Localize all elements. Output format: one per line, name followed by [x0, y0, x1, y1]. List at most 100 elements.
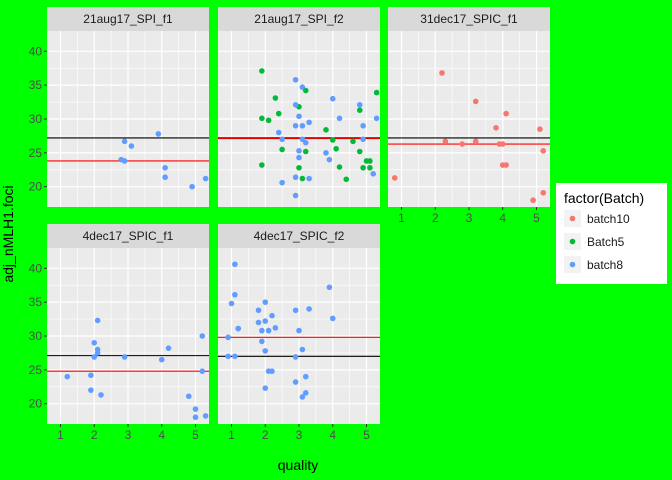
data-point — [91, 339, 98, 346]
data-point — [370, 171, 377, 177]
data-point — [275, 110, 282, 117]
facet-strip — [388, 7, 550, 31]
legend-title: factor(Batch) — [564, 190, 644, 206]
data-point — [255, 319, 262, 326]
data-point — [259, 162, 265, 168]
data-point — [323, 150, 329, 156]
data-point — [356, 101, 363, 108]
x-tick-label: 4 — [329, 428, 336, 442]
data-point — [162, 164, 168, 171]
data-point — [279, 179, 285, 186]
data-point — [292, 192, 299, 199]
legend-key-point — [569, 261, 576, 268]
data-point — [94, 350, 101, 356]
data-point — [292, 122, 299, 129]
data-point — [165, 345, 172, 351]
data-point — [269, 312, 275, 319]
data-point — [292, 379, 299, 385]
data-point — [296, 327, 302, 334]
x-tick-label: 1 — [228, 428, 235, 442]
data-point — [439, 70, 445, 76]
data-point — [299, 84, 306, 90]
data-point — [185, 393, 192, 400]
data-point — [259, 115, 265, 122]
data-point — [326, 156, 333, 163]
x-tick-label: 4 — [158, 428, 165, 442]
data-point — [262, 348, 269, 354]
facet-strip-label: 4dec17_SPIC_f2 — [254, 229, 345, 243]
data-point — [262, 318, 269, 324]
x-tick-label: 5 — [363, 428, 370, 442]
data-point — [272, 325, 279, 331]
facet-strip — [47, 224, 209, 248]
data-point — [296, 148, 302, 154]
data-point — [275, 129, 282, 136]
data-point — [299, 122, 306, 129]
data-point — [333, 145, 339, 152]
data-point — [88, 372, 94, 379]
data-point — [343, 176, 350, 183]
facet-panel: 21aug17_SPI_f2 — [218, 7, 380, 207]
y-tick-label: 35 — [29, 295, 43, 309]
facet-strip — [218, 7, 380, 31]
x-axis-label: quality — [278, 457, 318, 473]
data-point — [128, 143, 135, 149]
data-point — [279, 146, 285, 153]
data-point — [329, 95, 336, 102]
data-point — [202, 413, 209, 419]
data-point — [306, 119, 312, 126]
data-point — [360, 136, 366, 143]
data-point — [225, 334, 231, 341]
data-point — [499, 141, 506, 147]
facet-panel: 4dec17_SPIC_f1 20 25 30 35 40 1 2 3 4 5 — [29, 224, 209, 442]
data-point — [192, 406, 199, 412]
data-point — [367, 158, 373, 164]
data-point — [232, 291, 238, 298]
legend-entry-label: batch10 — [587, 212, 630, 226]
data-point — [530, 197, 536, 204]
data-point — [391, 175, 398, 181]
data-point — [121, 354, 128, 360]
y-axis-label: adj_nMLH1.foci — [0, 185, 16, 282]
data-point — [373, 89, 380, 96]
data-point — [296, 164, 302, 171]
data-point — [232, 261, 238, 268]
facet-strip — [47, 7, 209, 31]
data-point — [540, 148, 547, 154]
data-point — [299, 394, 306, 400]
data-point — [306, 306, 312, 312]
data-point — [459, 141, 466, 147]
x-tick-label: 1 — [57, 428, 64, 442]
data-point — [228, 300, 235, 307]
data-point — [232, 353, 238, 360]
data-point — [503, 162, 509, 168]
data-point — [360, 164, 366, 171]
facet-panel: 4dec17_SPIC_f2 1 2 3 4 5 — [218, 224, 380, 442]
x-tick-label: 2 — [262, 428, 269, 442]
y-tick-label: 20 — [29, 397, 43, 411]
x-tick-label: 5 — [192, 428, 199, 442]
data-point — [292, 354, 299, 360]
legend-entry: batch8 — [564, 256, 623, 273]
legend-key-point — [569, 238, 576, 245]
data-point — [158, 356, 165, 363]
data-point — [299, 175, 306, 182]
x-tick-label: 4 — [499, 211, 506, 225]
data-point — [64, 373, 71, 380]
data-point — [472, 138, 479, 145]
data-point — [192, 414, 199, 421]
x-tick-label: 3 — [296, 428, 303, 442]
data-point — [94, 317, 101, 324]
data-point — [373, 115, 380, 122]
data-point — [323, 127, 329, 133]
data-point — [292, 307, 299, 314]
data-point — [98, 392, 104, 398]
data-point — [199, 333, 206, 339]
y-tick-label: 40 — [29, 261, 43, 275]
data-point — [292, 76, 299, 83]
y-tick-label: 25 — [29, 146, 43, 160]
legend-entry: Batch5 — [564, 233, 625, 250]
data-point — [121, 138, 128, 145]
x-tick-label: 3 — [125, 428, 132, 442]
